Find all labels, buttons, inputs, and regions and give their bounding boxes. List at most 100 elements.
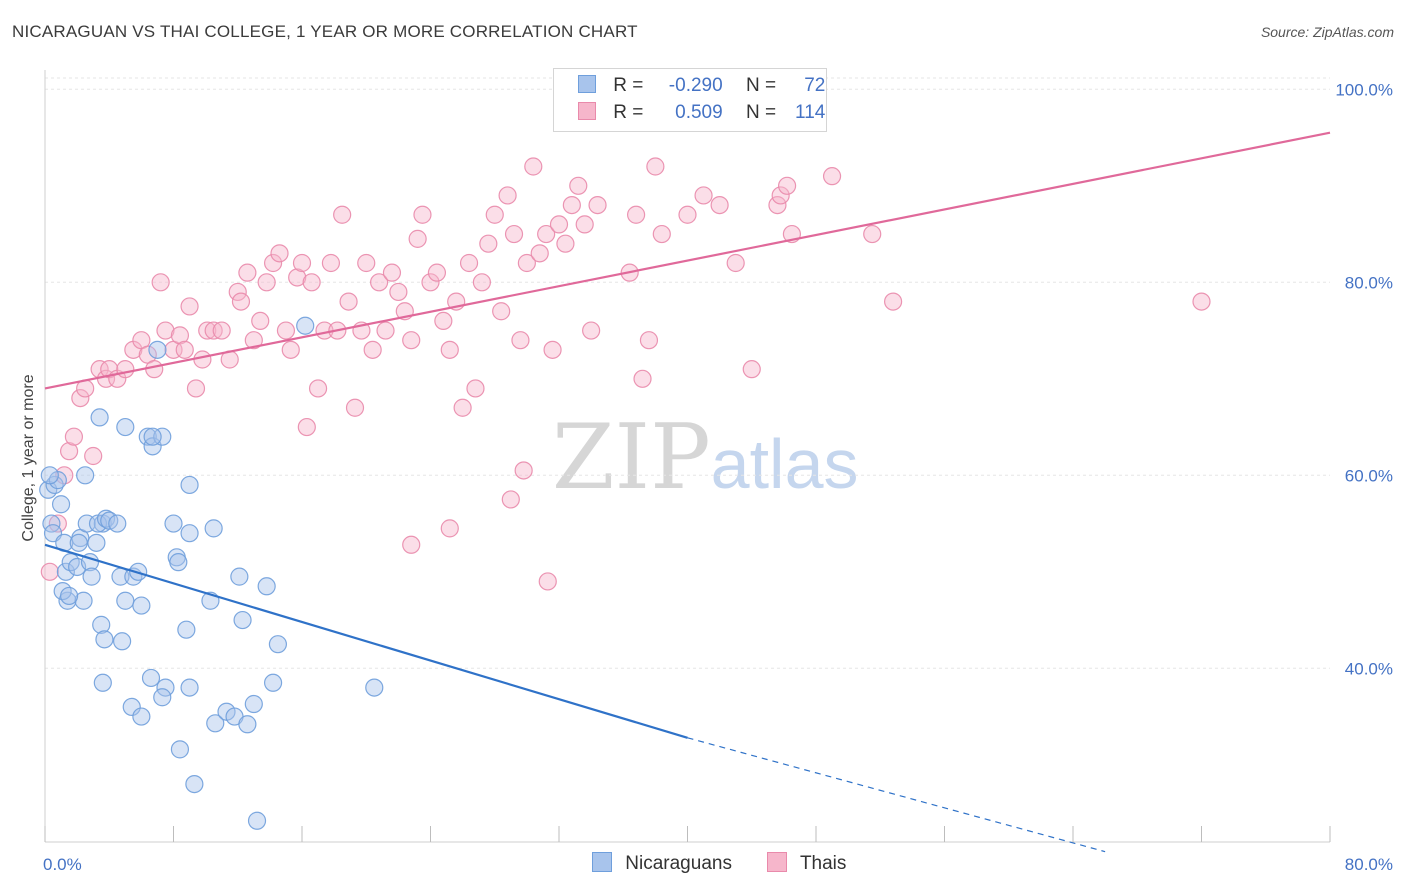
thai-point [257, 273, 276, 292]
y-tick-label: 60.0% [1345, 466, 1393, 485]
thai-point [59, 442, 79, 461]
source-label: Source: ZipAtlas.com [1260, 24, 1394, 40]
thai-point [421, 273, 440, 292]
bottom-legend-label-thais: Thais [799, 853, 847, 874]
thai-point [64, 427, 84, 446]
y-tick-label: 100.0% [1335, 80, 1393, 99]
axes [44, 70, 1331, 843]
thai-point [382, 263, 402, 282]
nicaraguan-point [59, 586, 79, 606]
thai-point [1192, 292, 1211, 311]
nicaraguan-point [180, 475, 199, 495]
thai-point [511, 331, 530, 350]
legend-n-label: N = [745, 75, 777, 96]
thai-point [459, 253, 479, 273]
thai-point [193, 350, 212, 369]
nicaraguan-point [74, 591, 93, 610]
y-tick-label: 80.0% [1345, 273, 1393, 292]
thai-point [883, 292, 903, 311]
nicaraguan-point [95, 630, 114, 649]
nicaraguan-point [233, 610, 252, 630]
thai-point [562, 196, 581, 215]
thai-point [238, 263, 257, 282]
thai-point [402, 331, 421, 350]
thai-point [408, 229, 427, 248]
thai-point [116, 360, 135, 379]
legend-n-label: N = [745, 102, 777, 123]
nicaraguan-point [148, 340, 167, 359]
thai-point [710, 196, 729, 215]
thai-point [646, 157, 665, 176]
chart-title: NICARAGUAN VS THAI COLLEGE, 1 YEAR OR MO… [12, 22, 638, 41]
nicaraguan-point [40, 466, 59, 485]
nicaraguan-point [156, 678, 175, 697]
nicaraguan-point [206, 714, 225, 733]
nicaraguan-point [238, 715, 257, 734]
thai-trend-line [44, 131, 1331, 390]
thai-point [524, 157, 543, 176]
thai-point [151, 273, 170, 292]
thai-point [308, 379, 328, 398]
thai-point [333, 205, 352, 224]
thai-point [427, 263, 447, 282]
nicaraguan-point [138, 427, 157, 446]
thai-point [742, 360, 761, 379]
x-tick-label: 0.0% [43, 855, 82, 874]
thai-point [501, 490, 520, 509]
nicaraguan-point [141, 668, 161, 688]
thai-point [48, 514, 67, 533]
nicaraguan-point [108, 514, 127, 533]
thai-point [302, 273, 321, 292]
nicaraguan-point [185, 774, 204, 794]
legend-row-thais: R = 0.509 N = 114 [578, 102, 825, 126]
thai-point [389, 282, 408, 302]
nicaraguan-point [82, 567, 101, 586]
tick-labels: 40.0% 60.0% 80.0% 100.0% 0.0% 80.0% [43, 80, 1393, 874]
thai-point [440, 519, 459, 538]
thai-point [321, 253, 341, 273]
thai-point [292, 253, 312, 273]
thai-point [434, 311, 453, 330]
nicaraguan-point [116, 591, 135, 610]
watermark-atlas: atlas [710, 425, 859, 503]
bottom-legend-nicaraguans: Nicaraguans [592, 852, 732, 875]
thai-point [588, 196, 607, 215]
nicaraguan-point [268, 635, 288, 654]
nicaraguan-point [76, 466, 95, 485]
nicaraguan-point [69, 533, 88, 552]
thai-point [498, 186, 517, 205]
nicaraguan-point [153, 427, 172, 446]
thai-point [71, 389, 90, 408]
thai-point [156, 321, 175, 340]
thai-point [556, 234, 575, 253]
nicaraguan-point [93, 673, 112, 692]
thai-point [678, 205, 697, 224]
thai-point [198, 321, 217, 340]
thai-point [212, 321, 231, 340]
thai-point [440, 340, 459, 359]
legend-r-value: 0.509 [675, 102, 723, 123]
thai-point [530, 244, 549, 263]
nicaraguan-point [296, 316, 315, 335]
thai-point [281, 340, 300, 359]
thai-point [514, 461, 533, 480]
thai-point [768, 196, 787, 215]
legend-r-value: -0.290 [668, 75, 723, 96]
thai-point [270, 244, 289, 263]
bottom-legend-swatch-thais [767, 852, 787, 872]
thai-point [549, 215, 569, 234]
thai-point [297, 417, 316, 437]
legend-n-value: 114 [795, 102, 826, 123]
legend-swatch-nicaraguans [578, 75, 596, 93]
nicaraguan-point [87, 533, 106, 552]
nicaraguan-point [112, 632, 132, 651]
thai-point [244, 331, 263, 350]
nicaraguan-point [96, 509, 116, 528]
watermark-zip: ZIP [552, 405, 711, 510]
nicaraguan-point [153, 688, 172, 707]
legend-n-value: 72 [804, 75, 826, 96]
bottom-legend-label-nicaraguans: Nicaraguans [625, 853, 732, 874]
thai-point [228, 282, 247, 302]
thai-point [376, 321, 395, 340]
